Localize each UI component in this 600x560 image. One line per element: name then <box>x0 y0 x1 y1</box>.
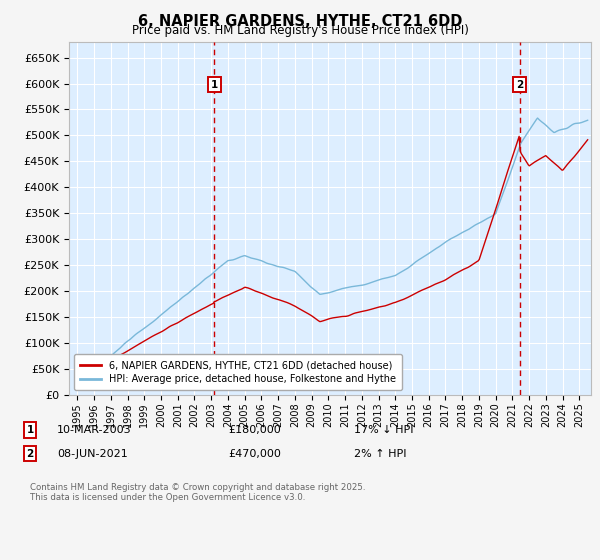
Text: 1: 1 <box>26 425 34 435</box>
Text: 2: 2 <box>516 80 523 90</box>
Text: 08-JUN-2021: 08-JUN-2021 <box>57 449 128 459</box>
Text: 10-MAR-2003: 10-MAR-2003 <box>57 425 131 435</box>
Text: 2% ↑ HPI: 2% ↑ HPI <box>354 449 407 459</box>
Text: £180,000: £180,000 <box>228 425 281 435</box>
Text: 2: 2 <box>26 449 34 459</box>
Legend: 6, NAPIER GARDENS, HYTHE, CT21 6DD (detached house), HPI: Average price, detache: 6, NAPIER GARDENS, HYTHE, CT21 6DD (deta… <box>74 354 401 390</box>
Text: Price paid vs. HM Land Registry's House Price Index (HPI): Price paid vs. HM Land Registry's House … <box>131 24 469 37</box>
Text: £470,000: £470,000 <box>228 449 281 459</box>
Text: 6, NAPIER GARDENS, HYTHE, CT21 6DD: 6, NAPIER GARDENS, HYTHE, CT21 6DD <box>138 14 462 29</box>
Text: 1: 1 <box>211 80 218 90</box>
Text: Contains HM Land Registry data © Crown copyright and database right 2025.
This d: Contains HM Land Registry data © Crown c… <box>30 483 365 502</box>
Text: 17% ↓ HPI: 17% ↓ HPI <box>354 425 413 435</box>
